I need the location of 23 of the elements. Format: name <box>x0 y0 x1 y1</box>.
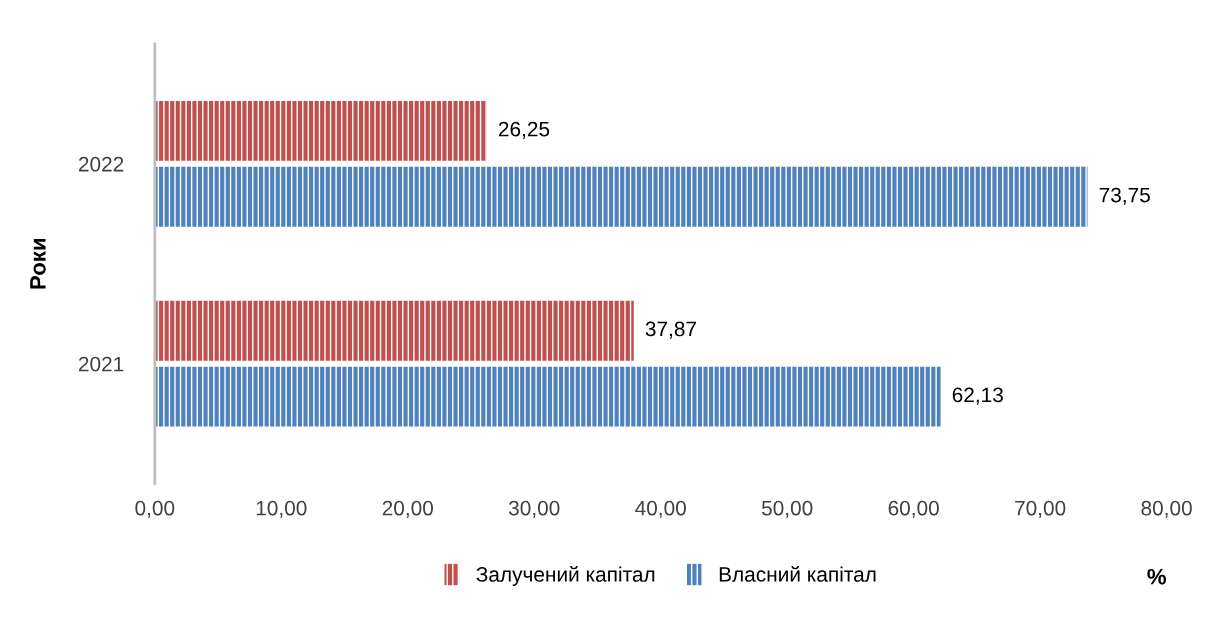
y-axis-title: Роки <box>30 238 46 289</box>
data-label: 26,25 <box>498 121 550 139</box>
x-tick-label: 10,00 <box>256 500 307 518</box>
x-tick-label: 40,00 <box>635 500 686 518</box>
bar <box>154 366 941 427</box>
x-tick-label: 80,00 <box>1141 500 1192 518</box>
x-axis-title: % <box>1147 568 1166 585</box>
bar <box>154 100 487 161</box>
x-tick-label: 60,00 <box>888 500 939 518</box>
bar <box>154 166 1088 227</box>
y-tick-label: 2021 <box>78 356 124 372</box>
data-label: 62,13 <box>952 387 1003 405</box>
bar <box>154 300 634 361</box>
data-label: 37,87 <box>645 321 696 339</box>
x-tick-label: 0,00 <box>135 500 175 518</box>
legend-label: Залучений капітал <box>476 566 655 586</box>
x-tick-label: 20,00 <box>382 500 434 518</box>
x-tick-label: 70,00 <box>1015 500 1066 518</box>
data-label: 73,75 <box>1099 187 1150 205</box>
x-tick-label: 30,00 <box>508 500 560 518</box>
x-tick-label: 50,00 <box>761 500 813 518</box>
y-tick-label: 2022 <box>78 156 124 172</box>
legend-label: Власний капітал <box>719 566 876 582</box>
